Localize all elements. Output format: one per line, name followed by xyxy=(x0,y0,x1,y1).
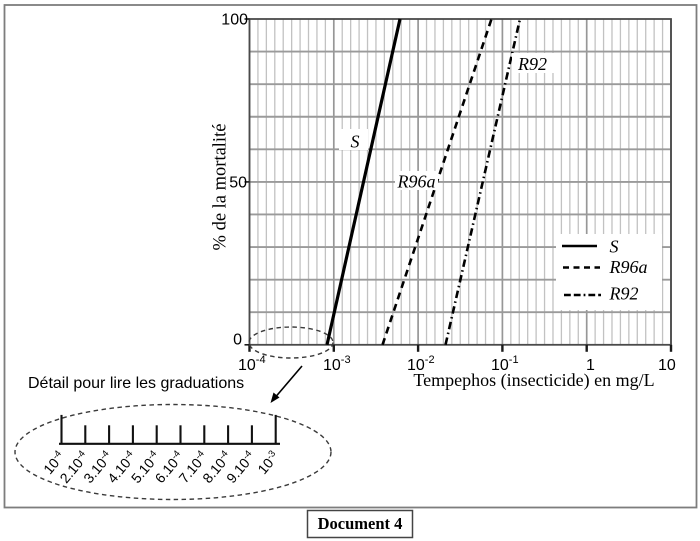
svg-text:0: 0 xyxy=(233,331,242,348)
svg-text:10: 10 xyxy=(658,357,676,374)
svg-text:% de la mortalité: % de la mortalité xyxy=(211,124,231,251)
svg-text:100: 100 xyxy=(221,12,248,29)
svg-text:R96a: R96a xyxy=(397,172,436,192)
svg-text:Document 4: Document 4 xyxy=(318,514,403,533)
svg-text:S: S xyxy=(610,237,619,257)
svg-text:Tempephos (insecticide) en mg/: Tempephos (insecticide) en mg/L xyxy=(413,370,654,391)
svg-text:Détail pour lire les graduatio: Détail pour lire les graduations xyxy=(28,375,244,392)
svg-text:S: S xyxy=(351,132,360,152)
svg-text:R92: R92 xyxy=(517,54,547,74)
svg-text:50: 50 xyxy=(229,175,247,192)
svg-text:R92: R92 xyxy=(609,284,639,304)
svg-text:R96a: R96a xyxy=(609,257,648,277)
svg-text:1: 1 xyxy=(586,357,595,374)
